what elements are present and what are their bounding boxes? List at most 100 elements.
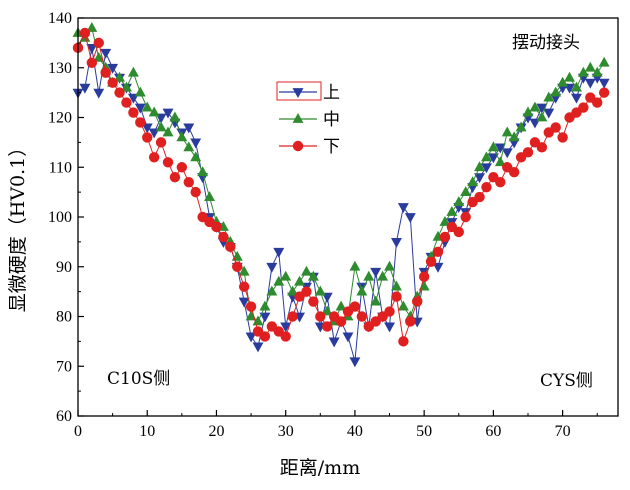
data-point xyxy=(266,262,278,273)
x-tick-label: 0 xyxy=(74,423,82,440)
data-point xyxy=(432,246,444,258)
data-point xyxy=(232,261,243,272)
data-point xyxy=(204,191,215,201)
data-point xyxy=(439,231,451,243)
y-tick-label: 140 xyxy=(48,10,72,27)
data-point xyxy=(384,322,395,333)
data-point xyxy=(425,256,437,267)
data-point xyxy=(134,86,146,97)
x-tick-label: 10 xyxy=(139,423,155,440)
y-axis-title: 显微硬度（HV0.1） xyxy=(7,138,29,313)
data-point xyxy=(245,332,257,343)
data-point xyxy=(577,66,589,77)
y-tick-label: 120 xyxy=(48,110,72,127)
data-point xyxy=(460,186,472,197)
data-point xyxy=(557,76,569,87)
data-point xyxy=(225,241,236,253)
data-point xyxy=(474,191,485,203)
data-point xyxy=(280,270,292,281)
data-point xyxy=(418,271,430,282)
data-point xyxy=(342,332,354,343)
data-point xyxy=(169,172,181,183)
data-point xyxy=(384,306,395,317)
data-point xyxy=(197,166,209,177)
data-point xyxy=(494,143,506,154)
data-point xyxy=(550,86,562,97)
data-point xyxy=(259,300,271,311)
data-point xyxy=(349,301,361,312)
data-point xyxy=(121,81,132,92)
x-tick-label: 20 xyxy=(208,423,224,440)
data-point xyxy=(522,106,534,117)
data-point xyxy=(404,213,416,223)
data-point xyxy=(79,27,91,39)
data-point xyxy=(356,285,368,296)
data-point xyxy=(335,300,347,311)
data-point xyxy=(335,316,347,327)
data-point xyxy=(280,331,291,342)
data-point xyxy=(536,103,548,114)
data-point xyxy=(93,37,104,49)
data-point xyxy=(515,121,527,132)
legend-label: 下 xyxy=(323,137,340,157)
data-point xyxy=(370,295,382,306)
data-point xyxy=(121,97,132,108)
data-point xyxy=(405,316,416,327)
axes-layer: 0 10 20 30 40 50 60 70 60 70 80 90 100 110 120 130 140 xyxy=(48,10,598,440)
data-point xyxy=(446,206,458,216)
data-point xyxy=(176,162,188,173)
data-point xyxy=(391,280,402,291)
data-point xyxy=(141,101,153,112)
data-point xyxy=(571,93,582,104)
data-point xyxy=(238,281,250,292)
data-point xyxy=(280,322,292,333)
legend-label: 中 xyxy=(323,110,340,130)
data-point xyxy=(481,181,492,193)
data-point xyxy=(557,132,568,143)
data-point xyxy=(155,137,167,148)
data-point xyxy=(266,285,278,296)
data-point xyxy=(211,221,222,233)
data-point xyxy=(591,66,603,77)
data-point xyxy=(307,270,319,281)
data-point xyxy=(134,103,146,114)
data-point xyxy=(86,43,98,54)
data-point xyxy=(155,121,167,132)
data-point xyxy=(127,66,139,77)
data-point xyxy=(218,231,229,243)
data-point xyxy=(495,176,506,188)
data-point xyxy=(584,78,596,89)
data-point xyxy=(598,87,610,98)
data-point xyxy=(529,101,541,112)
data-point xyxy=(397,203,409,214)
plot-frame xyxy=(77,17,619,417)
data-point xyxy=(190,186,201,198)
legend-highlight-box xyxy=(276,81,322,101)
data-point xyxy=(322,321,333,332)
y-tick-label: 60 xyxy=(56,408,72,425)
series-2 xyxy=(72,21,610,326)
data-point xyxy=(176,131,188,142)
x-tick-label: 70 xyxy=(555,423,571,440)
data-point xyxy=(301,265,312,276)
data-point xyxy=(481,163,492,174)
data-point xyxy=(287,285,299,296)
data-point xyxy=(259,312,271,323)
data-point xyxy=(598,78,610,89)
data-point xyxy=(501,148,513,159)
data-point xyxy=(550,122,561,133)
data-point xyxy=(474,161,485,172)
data-point xyxy=(315,311,326,322)
data-point xyxy=(252,342,264,353)
data-point xyxy=(356,311,368,322)
data-point xyxy=(128,107,139,118)
data-point xyxy=(377,270,389,281)
legend-marker xyxy=(292,113,304,123)
data-point xyxy=(162,108,174,119)
y-tick-label: 130 xyxy=(48,60,72,77)
data-point xyxy=(238,265,250,276)
data-point xyxy=(86,21,98,32)
y-tick-label: 70 xyxy=(56,358,72,375)
data-point xyxy=(598,56,610,67)
